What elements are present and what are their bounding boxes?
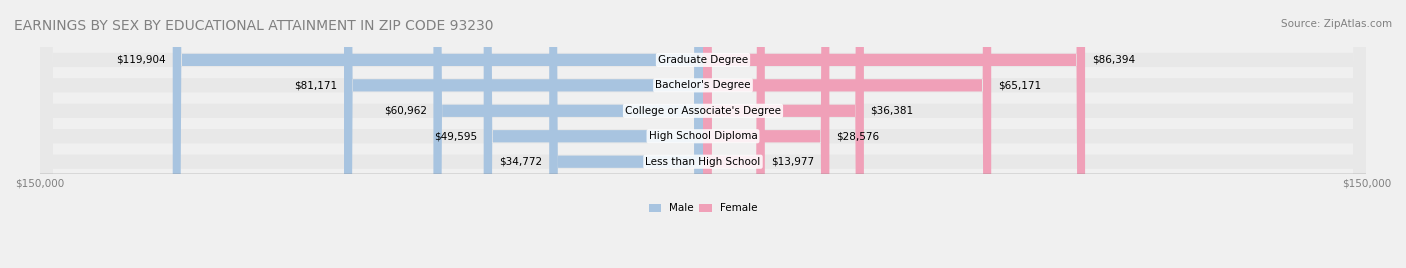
Text: $86,394: $86,394 — [1091, 55, 1135, 65]
Text: Source: ZipAtlas.com: Source: ZipAtlas.com — [1281, 19, 1392, 29]
FancyBboxPatch shape — [39, 0, 1367, 268]
Text: $36,381: $36,381 — [870, 106, 914, 116]
Text: $81,171: $81,171 — [294, 80, 337, 90]
FancyBboxPatch shape — [703, 0, 765, 268]
FancyBboxPatch shape — [550, 0, 703, 268]
Text: Bachelor's Degree: Bachelor's Degree — [655, 80, 751, 90]
FancyBboxPatch shape — [703, 0, 991, 268]
FancyBboxPatch shape — [39, 0, 1367, 268]
FancyBboxPatch shape — [484, 0, 703, 268]
Text: $28,576: $28,576 — [837, 131, 879, 141]
Text: College or Associate's Degree: College or Associate's Degree — [626, 106, 780, 116]
Text: $49,595: $49,595 — [434, 131, 477, 141]
FancyBboxPatch shape — [433, 0, 703, 268]
Text: EARNINGS BY SEX BY EDUCATIONAL ATTAINMENT IN ZIP CODE 93230: EARNINGS BY SEX BY EDUCATIONAL ATTAINMEN… — [14, 19, 494, 33]
Text: $119,904: $119,904 — [117, 55, 166, 65]
FancyBboxPatch shape — [39, 0, 1367, 268]
Text: High School Diploma: High School Diploma — [648, 131, 758, 141]
FancyBboxPatch shape — [173, 0, 703, 268]
FancyBboxPatch shape — [344, 0, 703, 268]
FancyBboxPatch shape — [703, 0, 1085, 268]
Text: Graduate Degree: Graduate Degree — [658, 55, 748, 65]
Text: $34,772: $34,772 — [499, 157, 543, 167]
Text: $60,962: $60,962 — [384, 106, 427, 116]
Legend: Male, Female: Male, Female — [644, 199, 762, 218]
FancyBboxPatch shape — [703, 0, 863, 268]
FancyBboxPatch shape — [39, 0, 1367, 268]
Text: Less than High School: Less than High School — [645, 157, 761, 167]
Text: $13,977: $13,977 — [772, 157, 814, 167]
FancyBboxPatch shape — [39, 0, 1367, 268]
FancyBboxPatch shape — [703, 0, 830, 268]
Text: $65,171: $65,171 — [998, 80, 1040, 90]
